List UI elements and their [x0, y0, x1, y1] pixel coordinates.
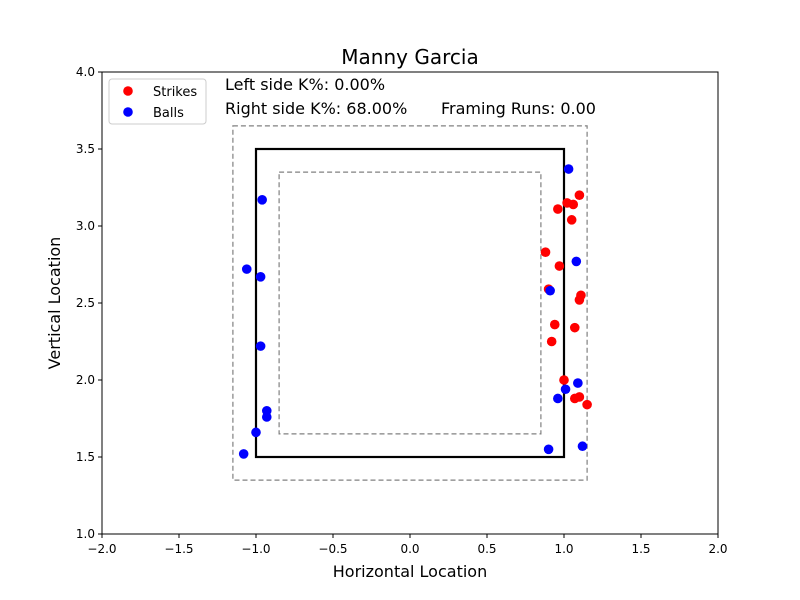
balls-point	[577, 441, 588, 452]
legend: Strikes Balls	[108, 78, 207, 125]
right-k-annotation: Right side K%: 68.00%	[225, 99, 407, 118]
balls-point	[261, 412, 272, 422]
strikes-point	[559, 375, 569, 385]
legend-strikes-label: Strikes	[153, 85, 197, 100]
legend-strikes-marker	[123, 86, 133, 96]
balls-point	[255, 272, 266, 282]
data-points	[238, 164, 592, 459]
x-tick-label: 1.0	[554, 542, 573, 556]
y-tick-label: 4.0	[76, 65, 95, 79]
strikes-point	[554, 261, 565, 271]
left-k-annotation: Left side K%: 0.00%	[225, 75, 385, 94]
balls-point	[545, 285, 555, 296]
balls-point	[255, 341, 266, 351]
zone-group	[232, 125, 588, 481]
x-tick-label: 1.5	[631, 542, 650, 556]
strikes-point	[553, 204, 563, 214]
strike-zone	[254, 147, 566, 459]
y-tick-label: 2.5	[76, 296, 95, 310]
framing-runs-annotation: Framing Runs: 0.00	[441, 99, 596, 118]
strikes-point	[574, 392, 585, 402]
balls-point	[573, 378, 583, 388]
x-tick-label: −0.5	[318, 542, 347, 556]
strikes-point	[569, 322, 580, 333]
strikes-point	[546, 336, 557, 347]
x-tick-label: −2.0	[87, 542, 116, 556]
balls-point	[257, 195, 267, 205]
y-axis-ticks: 1.0 1.5 2.0 2.5 3.0 3.5 4.0	[76, 65, 102, 541]
inner-zone	[278, 171, 542, 435]
x-axis-ticks: −2.0 −1.5 −1.0 −0.5 0.0 0.5 1.0 1.5 2.0	[87, 534, 728, 556]
y-axis-label: Vertical Location	[45, 237, 64, 370]
legend-box	[108, 78, 207, 125]
x-tick-label: 2.0	[708, 542, 727, 556]
balls-point	[553, 393, 563, 404]
strikes-point	[540, 247, 551, 257]
balls-point	[241, 264, 252, 274]
strikes-point	[574, 295, 585, 305]
balls-point	[543, 444, 554, 455]
strikes-point	[574, 190, 585, 200]
legend-balls-label: Balls	[153, 106, 184, 121]
balls-point	[560, 384, 571, 395]
y-tick-label: 1.0	[76, 527, 95, 541]
y-tick-label: 2.0	[76, 373, 95, 387]
balls-point	[571, 256, 582, 267]
strikes-point	[549, 319, 560, 330]
strikes-point	[582, 399, 592, 410]
balls-point	[238, 449, 249, 459]
x-tick-label: 0.0	[400, 542, 419, 556]
strikes-point	[568, 199, 579, 210]
x-tick-label: −1.0	[241, 542, 270, 556]
x-tick-label: −1.5	[164, 542, 193, 556]
legend-balls-marker	[123, 107, 133, 117]
y-tick-label: 1.5	[76, 450, 95, 464]
outer-zone	[232, 125, 588, 481]
x-tick-label: 0.5	[477, 542, 496, 556]
strikes-point	[566, 215, 577, 225]
chart-title: Manny Garcia	[341, 45, 478, 69]
balls-point	[563, 164, 574, 174]
y-tick-label: 3.5	[76, 142, 95, 156]
x-axis-label: Horizontal Location	[333, 562, 487, 581]
y-tick-label: 3.0	[76, 219, 95, 233]
balls-point	[251, 427, 261, 438]
